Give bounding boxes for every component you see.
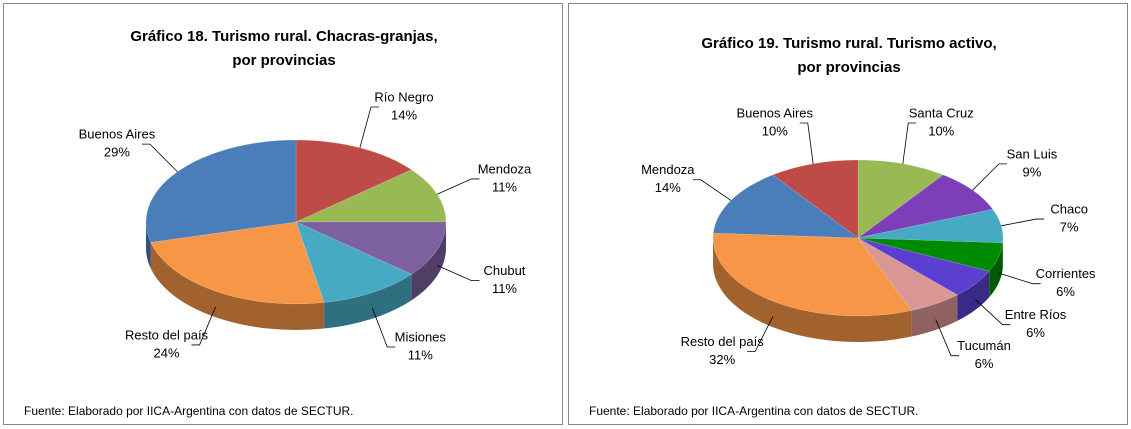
slice: [713, 174, 859, 239]
leader-line: [371, 308, 396, 348]
category-label: Santa Cruz: [909, 105, 974, 120]
leader-line: [935, 319, 960, 357]
category-label: Mendoza: [641, 162, 695, 177]
value-label: 7%: [1060, 220, 1079, 235]
slice: [295, 139, 413, 223]
leader-line: [799, 122, 814, 164]
chart-title: por provincias: [232, 52, 335, 69]
category-label: Tucumán: [957, 338, 1011, 353]
slice: [712, 232, 912, 317]
slice: [295, 221, 447, 275]
leader-line: [998, 272, 1041, 285]
category-label: Corrientes: [1036, 266, 1096, 281]
slice-side: [411, 222, 446, 301]
slice-side: [146, 222, 151, 269]
value-label: 6%: [1026, 325, 1045, 340]
slice: [295, 221, 413, 303]
source-note: Fuente: Elaborado por IICA-Argentina con…: [589, 404, 919, 418]
slice: [857, 159, 944, 239]
value-label: 14%: [391, 107, 417, 122]
category-label: Buenos Aires: [736, 105, 813, 120]
slice: [857, 237, 958, 311]
slice: [772, 159, 859, 239]
chart-title: Gráfico 19. Turismo rural. Turismo activ…: [701, 35, 996, 52]
value-label: 32%: [709, 352, 735, 367]
category-label: Resto del país: [681, 334, 765, 349]
value-label: 11%: [492, 179, 517, 194]
value-label: 29%: [104, 145, 130, 160]
slice: [150, 221, 325, 305]
category-label: Río Negro: [374, 89, 433, 104]
slice-side: [911, 294, 958, 337]
value-label: 11%: [492, 281, 517, 296]
slice-side: [150, 242, 325, 330]
leader-line: [359, 106, 380, 148]
leader-line: [191, 306, 216, 346]
leader-line: [972, 163, 1007, 191]
slice: [857, 209, 1004, 244]
category-label: Entre Ríos: [1005, 307, 1067, 322]
value-label: 10%: [762, 123, 788, 138]
slice-side: [957, 271, 990, 321]
value-label: 24%: [153, 345, 179, 360]
slice-side: [989, 242, 1003, 298]
value-label: 10%: [928, 123, 954, 138]
leader-line: [436, 178, 480, 195]
source-note: Fuente: Elaborado por IICA-Argentina con…: [24, 404, 354, 418]
leader-line: [902, 122, 917, 164]
leader-line: [747, 316, 774, 352]
slice: [857, 237, 1003, 272]
leader-line: [1001, 218, 1045, 227]
value-label: 9%: [1023, 164, 1042, 179]
slice-side: [713, 238, 912, 342]
category-label: Buenos Aires: [79, 127, 156, 142]
category-label: Misiones: [395, 329, 447, 344]
slice: [295, 169, 447, 223]
leader-line: [436, 265, 480, 282]
value-label: 6%: [975, 356, 994, 371]
category-label: San Luis: [1007, 146, 1058, 161]
leader-line: [692, 179, 732, 201]
leader-line: [141, 143, 178, 173]
slice: [857, 174, 994, 239]
category-label: Chubut: [484, 263, 526, 278]
category-label: Chaco: [1050, 202, 1088, 217]
value-label: 6%: [1056, 284, 1075, 299]
slice-side: [324, 274, 412, 329]
value-label: 14%: [655, 180, 681, 195]
chart-title: por provincias: [797, 59, 900, 76]
slice: [857, 237, 990, 296]
category-label: Resto del país: [125, 327, 209, 342]
leader-line: [975, 299, 1011, 326]
slice: [145, 139, 297, 243]
chart-title: Gráfico 18. Turismo rural. Chacras-granj…: [130, 28, 437, 45]
category-label: Mendoza: [478, 161, 532, 176]
value-label: 11%: [408, 347, 433, 362]
